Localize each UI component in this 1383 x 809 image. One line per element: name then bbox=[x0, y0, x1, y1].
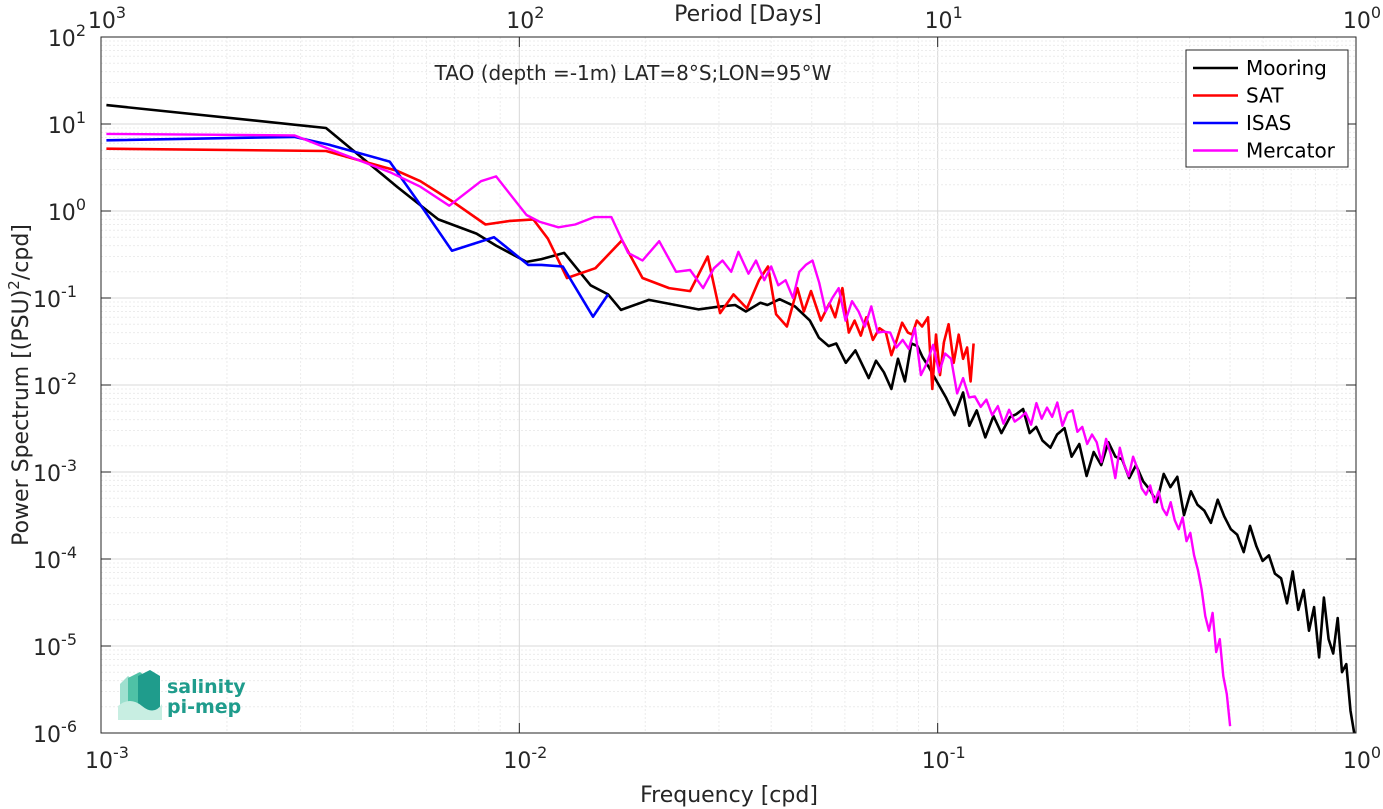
series-group bbox=[106, 103, 1356, 734]
y-tick-label: 10-5 bbox=[33, 630, 77, 661]
x-tick-label: 10-2 bbox=[503, 743, 547, 774]
x2-tick-label: 101 bbox=[925, 3, 963, 34]
x-tick-label: 100 bbox=[1343, 743, 1381, 774]
legend: Mooring SAT ISAS Mercator bbox=[1185, 49, 1349, 168]
legend-label: Mooring bbox=[1246, 56, 1327, 80]
y-axis-label: Power Spectrum [(PSU)2/cpd] bbox=[5, 224, 34, 546]
x-tick-label: 10-3 bbox=[85, 743, 129, 774]
legend-box bbox=[1185, 49, 1349, 168]
y-tick-label: 100 bbox=[48, 195, 86, 226]
series-line-mercator bbox=[106, 132, 1232, 727]
y-tick-label: 102 bbox=[48, 21, 86, 52]
legend-label: ISAS bbox=[1246, 111, 1291, 135]
y-tick-label: 10-6 bbox=[33, 717, 77, 748]
y-tick-label: 10-2 bbox=[33, 369, 77, 400]
legend-label: Mercator bbox=[1246, 139, 1336, 163]
logo-line1: salinity bbox=[167, 676, 246, 698]
legend-label: SAT bbox=[1246, 84, 1284, 108]
y-tick-label: 10-4 bbox=[33, 543, 77, 574]
x2-tick-label: 103 bbox=[88, 3, 126, 34]
x2-tick-label: 102 bbox=[506, 3, 544, 34]
x2-tick-label: 100 bbox=[1343, 3, 1381, 34]
x2-axis-label: Period [Days] bbox=[674, 2, 822, 27]
y-tick-label: 101 bbox=[48, 108, 86, 139]
salinity-pi-mep-logo: salinity pi-mep bbox=[118, 670, 246, 720]
series-line-mooring bbox=[106, 103, 1356, 734]
x-axis-label: Frequency [cpd] bbox=[640, 783, 818, 808]
series-line-sat bbox=[106, 147, 975, 391]
y-tick-label: 10-1 bbox=[33, 282, 77, 313]
logo-line2: pi-mep bbox=[167, 696, 241, 718]
chart-title: TAO (depth =-1m) LAT=8°S;LON=95°W bbox=[434, 61, 832, 85]
y-tick-label: 10-3 bbox=[33, 456, 77, 487]
x-tick-label: 10-1 bbox=[922, 743, 966, 774]
series-line-isas bbox=[106, 135, 610, 319]
